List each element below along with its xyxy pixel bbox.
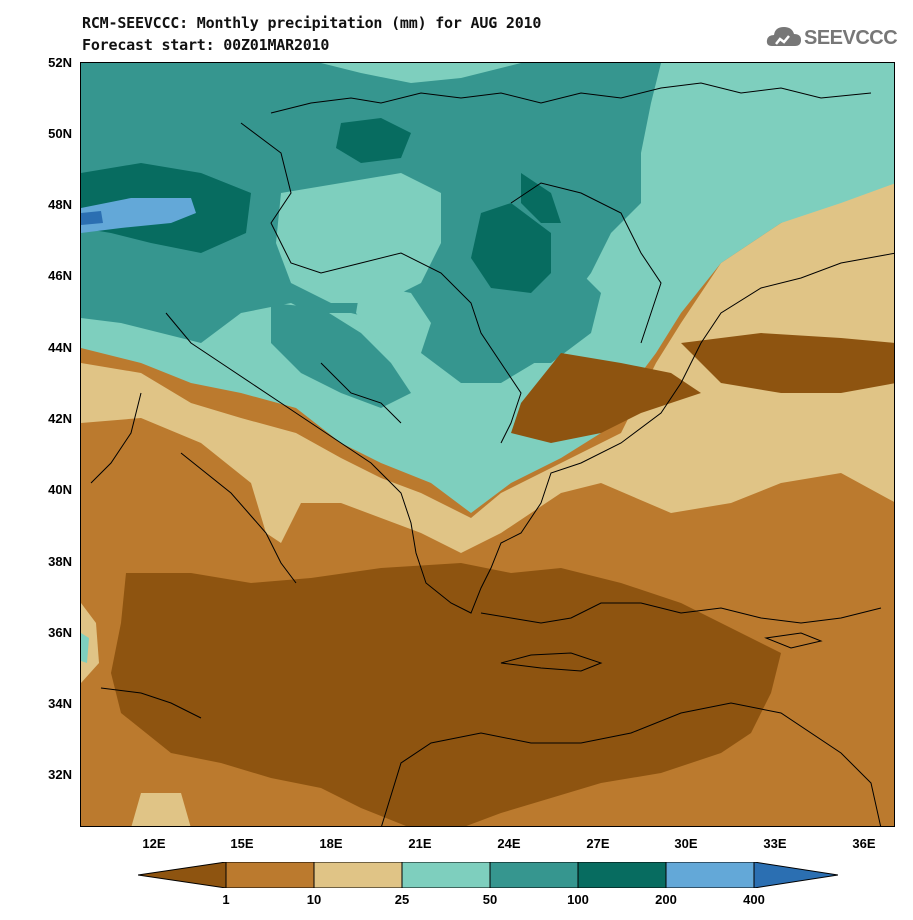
fill-10-25-west [81,603,99,683]
colorbar-swatch-10-25 [313,862,403,888]
lon-label-24e: 24E [497,836,521,851]
lat-label-36n: 36N [48,625,72,640]
lat-label-40n: 40N [48,482,72,497]
colorbar-label-400: 400 [743,892,765,907]
lon-label-15e: 15E [230,836,254,851]
fill-100-200-carpathian [471,203,551,293]
colorbar-label-10: 10 [306,892,322,907]
lat-label-44n: 44N [48,340,72,355]
fill-100-200-north [336,118,411,163]
fill-100-200-ne [521,173,561,223]
fill-lt1-east [681,333,894,393]
coastlines [90,82,894,826]
colorbar-label-50: 50 [482,892,498,907]
lat-label-50n: 50N [48,126,72,141]
forecast-start-subtitle: Forecast start: 00Z01MAR2010 [82,36,330,54]
colorbar-swatch-50-100 [489,862,579,888]
colorbar-label-25: 25 [394,892,410,907]
lat-label-38n: 38N [48,554,72,569]
fill-50-100-basin [431,243,601,363]
colorbar-label-1: 1 [222,892,230,907]
lon-label-33e: 33E [763,836,787,851]
fill-lt1 [111,563,781,826]
map-title: RCM-SEEVCCC: Monthly precipitation (mm) … [82,14,542,32]
colorbar-swatch-200-400 [665,862,755,888]
cloud-logo-icon [766,27,801,46]
fill-25-50-balkan-inner [356,283,431,353]
logo-text: SEEVCCC [804,27,898,49]
lat-label-46n: 46N [48,268,72,283]
fill-50-100-balkans [271,303,411,408]
colorbar-label-100: 100 [567,892,589,907]
fill-200-400 [81,198,196,233]
lon-label-12e: 12E [142,836,166,851]
lon-label-21e: 21E [408,836,432,851]
fill-25-50-west [81,633,89,663]
lon-label-18e: 18E [319,836,343,851]
lat-label-34n: 34N [48,696,72,711]
fill-10-25-south [131,793,191,826]
colorbar-swatch-100-200 [577,862,667,888]
colorbar-swatch-1-10 [225,862,315,888]
lon-label-30e: 30E [674,836,698,851]
colorbar-swatch-lt1 [138,862,227,888]
lat-label-52n: 52N [48,55,72,70]
colorbar-swatch-25-50 [401,862,491,888]
fill-lt1-anatolia [511,353,701,443]
seevccc-logo: SEEVCCC [766,22,900,54]
fill-gt400 [81,211,103,225]
fill-10-25 [81,178,894,553]
colorbar-label-200: 200 [655,892,677,907]
lon-label-27e: 27E [586,836,610,851]
precipitation-map [80,62,895,827]
lat-label-32n: 32N [48,767,72,782]
colorbar-swatch-gt400 [753,862,838,888]
map-canvas [81,63,894,826]
lat-label-42n: 42N [48,411,72,426]
fill-25-50-pannonian [276,173,441,303]
colorbar [138,862,838,888]
lat-label-48n: 48N [48,197,72,212]
lon-label-36e: 36E [852,836,876,851]
